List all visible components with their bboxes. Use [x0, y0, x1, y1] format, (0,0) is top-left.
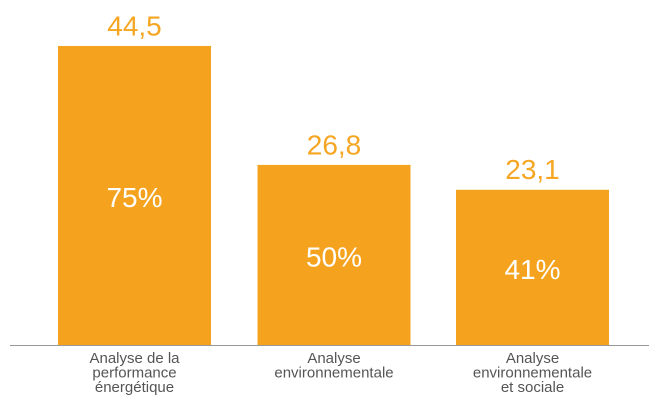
inner-label: 50%: [306, 241, 362, 272]
x-tick-label: Analyse: [506, 350, 559, 367]
bar: [456, 189, 609, 345]
x-tick-label: et sociale: [501, 379, 564, 396]
bar: [58, 45, 211, 346]
value-label: 26,8: [307, 129, 362, 160]
bar: [257, 164, 411, 345]
x-tick-label: énergétique: [95, 379, 174, 396]
value-label: 23,1: [505, 154, 560, 185]
x-tick-label: performance: [92, 364, 176, 381]
inner-label: 75%: [106, 182, 162, 213]
x-tick-label: Analyse de la: [89, 350, 180, 367]
x-tick-label: environnementale: [274, 364, 393, 381]
value-label: 44,5: [107, 10, 162, 41]
x-tick-label: environnementale: [473, 364, 592, 381]
inner-label: 41%: [504, 254, 560, 285]
x-tick-label: Analyse: [307, 350, 360, 367]
